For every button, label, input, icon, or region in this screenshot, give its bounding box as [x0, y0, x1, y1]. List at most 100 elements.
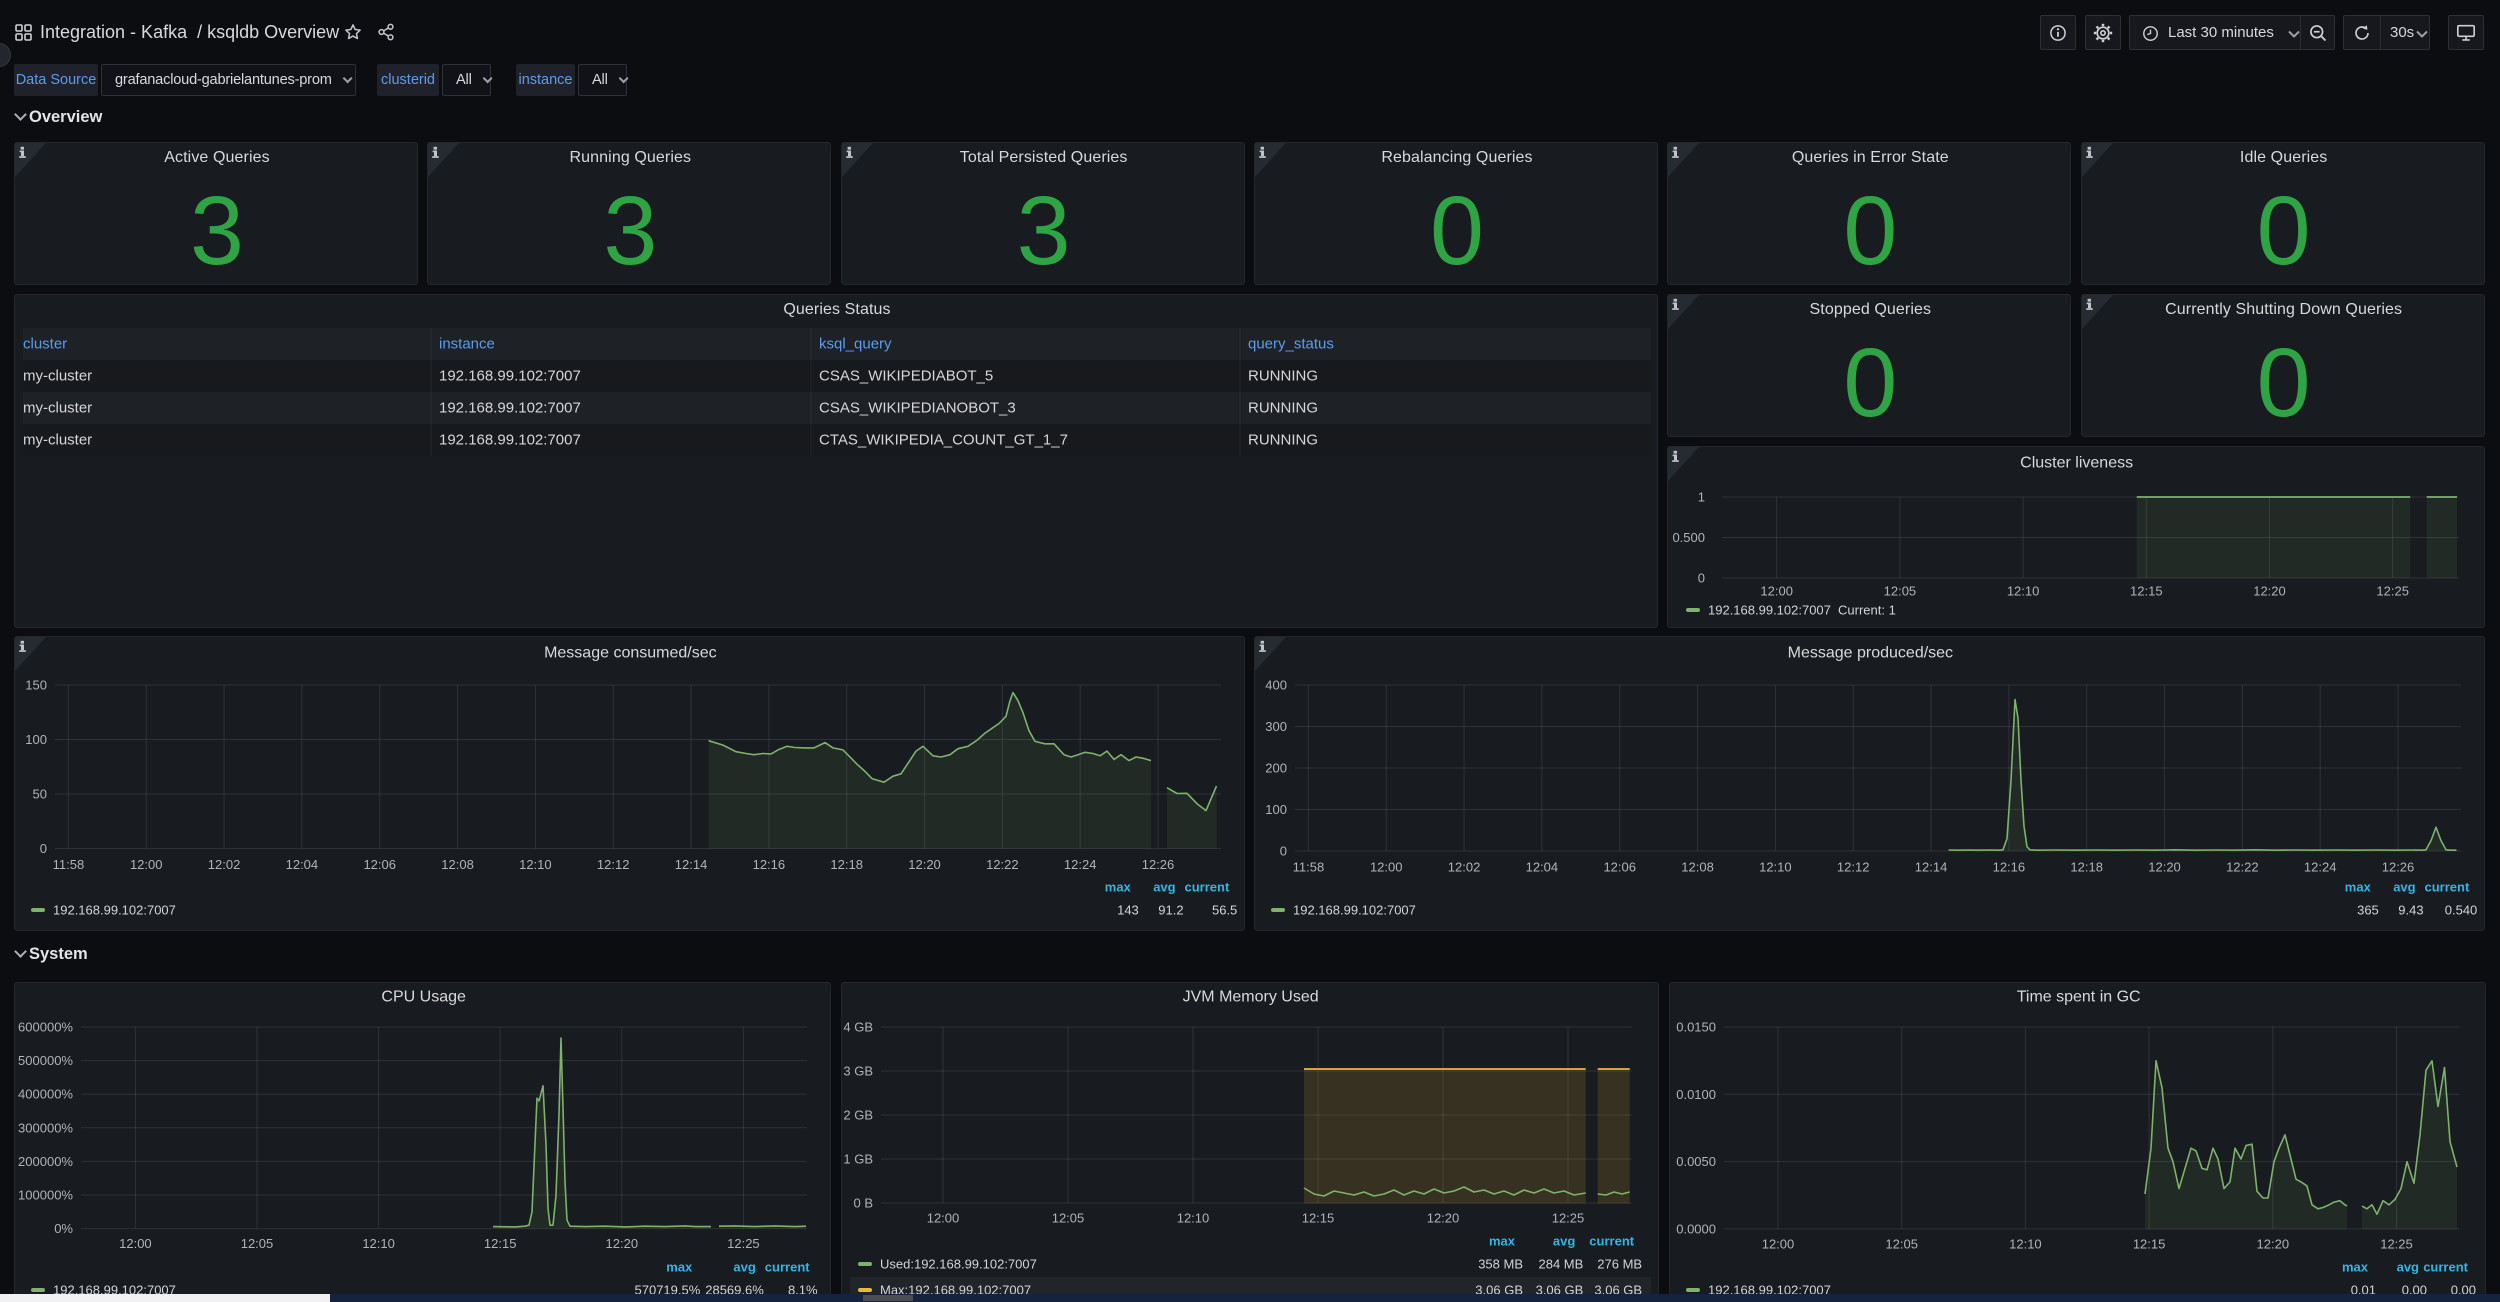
svg-text:0.0150: 0.0150 [1676, 1020, 1716, 1035]
svg-text:3.06 GB: 3.06 GB [1536, 1283, 1584, 1298]
svg-text:50: 50 [33, 787, 47, 802]
svg-text:avg: avg [733, 1260, 755, 1275]
svg-text:Current: 1: Current: 1 [1838, 603, 1896, 618]
svg-text:Max:192.168.99.102:7007: Max:192.168.99.102:7007 [880, 1283, 1031, 1298]
svg-text:12:12: 12:12 [1837, 860, 1870, 875]
svg-text:12:06: 12:06 [363, 857, 396, 872]
svg-text:12:05: 12:05 [241, 1236, 274, 1251]
svg-text:500000%: 500000% [18, 1053, 73, 1068]
svg-text:300: 300 [1265, 719, 1287, 734]
svg-text:276 MB: 276 MB [1598, 1257, 1643, 1272]
svg-text:12:06: 12:06 [1603, 860, 1636, 875]
svg-text:12:14: 12:14 [675, 857, 708, 872]
svg-text:CTAS_WIKIPEDIA_COUNT_GT_1_7: CTAS_WIKIPEDIA_COUNT_GT_1_7 [819, 432, 1068, 449]
svg-text:current: current [765, 1260, 810, 1275]
svg-text:12:10: 12:10 [362, 1236, 395, 1251]
svg-text:cluster: cluster [23, 336, 67, 353]
svg-text:358 MB: 358 MB [1478, 1257, 1523, 1272]
svg-text:143: 143 [1117, 903, 1139, 918]
svg-text:12:20: 12:20 [606, 1236, 639, 1251]
svg-text:0.0000: 0.0000 [1676, 1221, 1716, 1236]
svg-text:12:10: 12:10 [1759, 860, 1792, 875]
svg-text:12:10: 12:10 [519, 857, 552, 872]
svg-text:0: 0 [1698, 571, 1705, 586]
svg-text:12:25: 12:25 [2377, 584, 2410, 599]
svg-text:0%: 0% [54, 1221, 73, 1236]
svg-text:12:12: 12:12 [597, 857, 630, 872]
svg-text:CSAS_WIKIPEDIANOBOT_3: CSAS_WIKIPEDIANOBOT_3 [819, 400, 1016, 417]
svg-text:4 GB: 4 GB [844, 1020, 874, 1035]
svg-text:12:00: 12:00 [1370, 860, 1403, 875]
svg-text:192.168.99.102:7007: 192.168.99.102:7007 [53, 1283, 176, 1298]
svg-text:12:10: 12:10 [2007, 584, 2040, 599]
svg-text:12:14: 12:14 [1915, 860, 1948, 875]
svg-text:12:00: 12:00 [130, 857, 163, 872]
svg-text:RUNNING: RUNNING [1248, 432, 1318, 449]
svg-text:max: max [1489, 1234, 1516, 1249]
svg-text:Cluster liveness: Cluster liveness [2020, 455, 2133, 472]
svg-text:12:25: 12:25 [1552, 1211, 1585, 1226]
svg-text:12:10: 12:10 [2009, 1236, 2042, 1251]
svg-text:12:25: 12:25 [2380, 1236, 2413, 1251]
svg-text:max: max [666, 1260, 693, 1275]
svg-text:12:20: 12:20 [908, 857, 941, 872]
svg-text:12:04: 12:04 [286, 857, 319, 872]
svg-text:Message produced/sec: Message produced/sec [1788, 645, 1953, 662]
svg-text:1: 1 [1698, 490, 1705, 505]
svg-text:current: current [2423, 1260, 2468, 1275]
svg-text:12:15: 12:15 [1302, 1211, 1335, 1226]
svg-text:my-cluster: my-cluster [23, 432, 92, 449]
svg-text:12:24: 12:24 [2304, 860, 2337, 875]
svg-text:400: 400 [1265, 678, 1287, 693]
svg-text:3.06 GB: 3.06 GB [1595, 1283, 1643, 1298]
svg-text:avg: avg [1553, 1234, 1575, 1249]
svg-text:CSAS_WIKIPEDIABOT_5: CSAS_WIKIPEDIABOT_5 [819, 368, 993, 385]
svg-text:192.168.99.102:7007: 192.168.99.102:7007 [439, 368, 581, 385]
svg-text:11:58: 11:58 [1293, 860, 1325, 875]
svg-text:2 GB: 2 GB [844, 1108, 874, 1123]
svg-text:192.168.99.102:7007: 192.168.99.102:7007 [53, 903, 176, 918]
svg-text:570719.5%: 570719.5% [635, 1283, 701, 1298]
svg-text:3 GB: 3 GB [844, 1064, 874, 1079]
svg-text:12:22: 12:22 [986, 857, 1019, 872]
svg-text:200: 200 [1265, 761, 1287, 776]
svg-text:my-cluster: my-cluster [23, 368, 92, 385]
svg-text:0.01: 0.01 [2350, 1283, 2375, 1298]
svg-text:0: 0 [1280, 844, 1287, 859]
svg-text:12:08: 12:08 [1681, 860, 1714, 875]
svg-text:max: max [1105, 880, 1132, 895]
svg-text:600000%: 600000% [18, 1020, 73, 1035]
svg-text:12:08: 12:08 [441, 857, 474, 872]
svg-text:12:20: 12:20 [2148, 860, 2181, 875]
svg-text:0.540: 0.540 [2445, 903, 2478, 918]
svg-text:192.168.99.102:7007: 192.168.99.102:7007 [1708, 1283, 1831, 1298]
svg-text:56.5: 56.5 [1212, 903, 1237, 918]
svg-text:12:24: 12:24 [1064, 857, 1097, 872]
svg-text:12:05: 12:05 [1885, 1236, 1918, 1251]
svg-text:9.43: 9.43 [2398, 903, 2423, 918]
svg-text:12:15: 12:15 [484, 1236, 517, 1251]
svg-text:max: max [2345, 880, 2372, 895]
svg-text:12:26: 12:26 [1142, 857, 1175, 872]
svg-text:12:16: 12:16 [753, 857, 786, 872]
svg-text:query_status: query_status [1248, 336, 1334, 353]
svg-text:RUNNING: RUNNING [1248, 368, 1318, 385]
svg-text:instance: instance [439, 336, 495, 353]
svg-text:100: 100 [1265, 802, 1287, 817]
svg-text:avg: avg [1153, 880, 1175, 895]
svg-text:0: 0 [40, 841, 47, 856]
svg-text:12:04: 12:04 [1526, 860, 1559, 875]
svg-text:current: current [2425, 880, 2470, 895]
svg-text:12:00: 12:00 [119, 1236, 152, 1251]
svg-text:avg: avg [2393, 880, 2415, 895]
svg-text:12:20: 12:20 [2254, 584, 2287, 599]
svg-text:12:05: 12:05 [1884, 584, 1917, 599]
svg-text:avg: avg [2396, 1260, 2418, 1275]
svg-text:12:15: 12:15 [2130, 584, 2163, 599]
svg-text:RUNNING: RUNNING [1248, 400, 1318, 417]
svg-text:12:02: 12:02 [1448, 860, 1481, 875]
svg-text:192.168.99.102:7007: 192.168.99.102:7007 [439, 432, 581, 449]
svg-text:12:22: 12:22 [2226, 860, 2259, 875]
svg-text:300000%: 300000% [18, 1120, 73, 1135]
svg-text:12:20: 12:20 [1427, 1211, 1460, 1226]
